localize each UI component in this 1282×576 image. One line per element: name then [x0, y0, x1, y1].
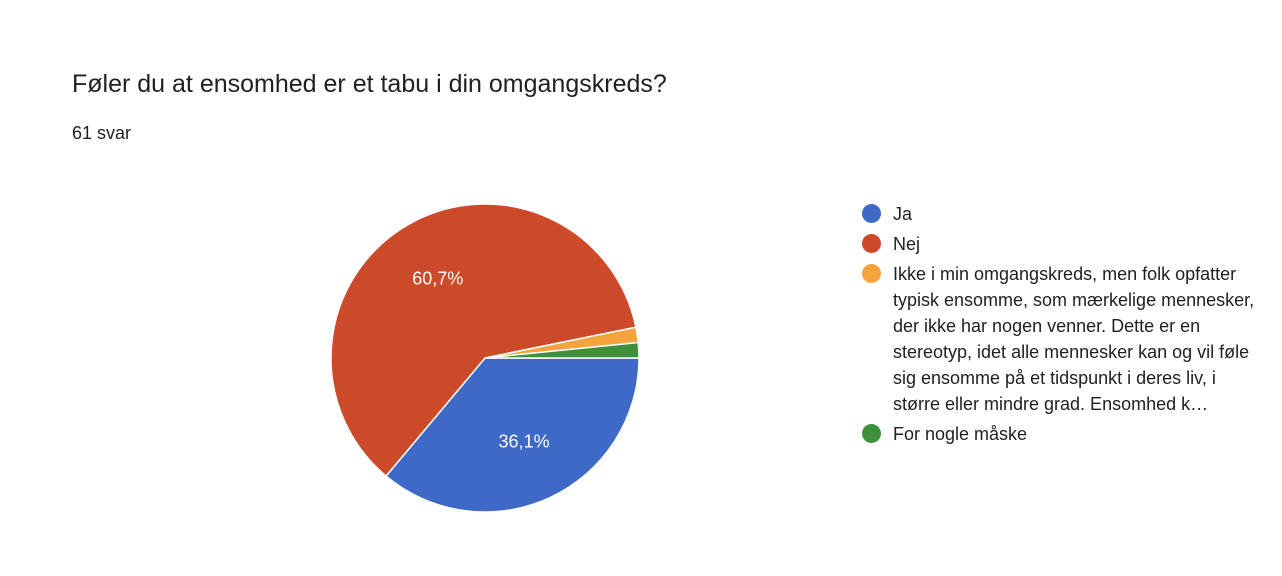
legend-color-icon: [862, 204, 881, 223]
pie-slice-0[interactable]: [385, 357, 640, 513]
legend-item-2[interactable]: Ikke i min omgangskreds, men folk opfatt…: [862, 261, 1262, 417]
legend-item-1[interactable]: Nej: [862, 231, 1262, 257]
legend-label: Ja: [893, 204, 913, 224]
legend-color-icon: [862, 424, 881, 443]
legend-item-0[interactable]: Ja: [862, 201, 1262, 227]
pie-slice-3[interactable]: [484, 341, 640, 359]
legend-label: Ikke i min omgangskreds, men folk opfatt…: [893, 264, 1255, 414]
legend-color-icon: [862, 234, 881, 253]
legend-label: For nogle måske: [893, 424, 1028, 444]
pie-chart: 36,1% 60,7%: [330, 203, 640, 513]
slice-label-1: 60,7%: [412, 269, 463, 289]
legend-item-3[interactable]: For nogle måske: [862, 421, 1262, 447]
pie-slice-1[interactable]: [330, 203, 637, 478]
chart-legend: Ja Nej Ikke i min omgangskreds, men folk o…: [862, 201, 1262, 451]
response-count: 61 svar: [72, 123, 132, 143]
chart-title: Føler du at ensomhed er et tabu i din om…: [72, 70, 667, 98]
legend-color-icon: [862, 264, 881, 283]
slice-label-0: 36,1%: [499, 432, 550, 452]
legend-label: Nej: [893, 234, 921, 254]
